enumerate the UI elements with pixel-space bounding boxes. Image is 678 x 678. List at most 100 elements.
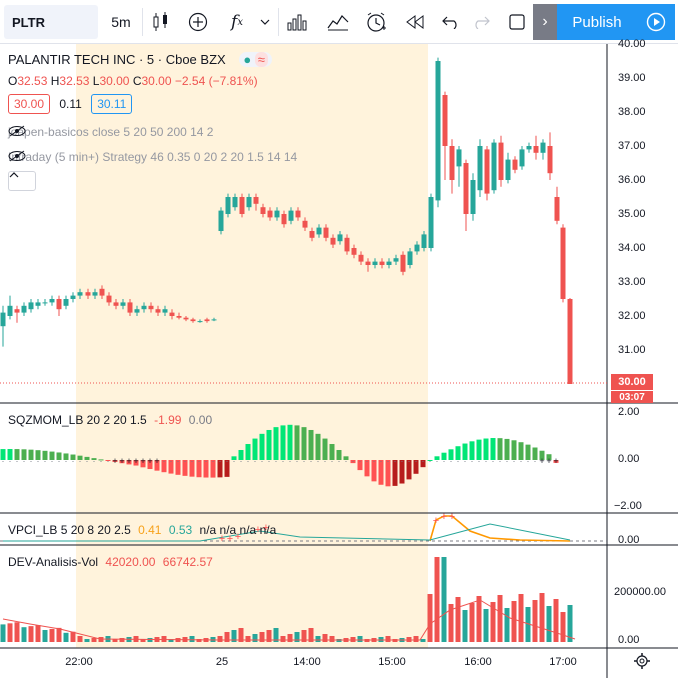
momentum-bar	[448, 449, 454, 460]
play-icon[interactable]	[637, 4, 675, 40]
market-status-icon: ●	[243, 52, 252, 67]
squeeze-dot: ·	[359, 456, 362, 466]
squeeze-dot: ·	[51, 456, 54, 466]
momentum-bar	[56, 452, 62, 460]
volume-bar	[140, 639, 146, 642]
momentum-bar	[77, 455, 83, 460]
momentum-bar	[504, 438, 510, 460]
momentum-bar	[154, 460, 160, 471]
candle-body	[491, 142, 497, 191]
squeeze-dot: +	[154, 456, 159, 466]
candle-body	[260, 207, 266, 214]
volume-average-line	[2, 599, 576, 641]
candles-icon[interactable]	[148, 5, 174, 39]
squeeze-dot: ·	[191, 456, 194, 466]
momentum-bar	[434, 456, 440, 460]
time-label: 16:00	[464, 656, 492, 668]
squeeze-dot: ·	[457, 456, 460, 466]
compare-icon[interactable]	[324, 5, 352, 39]
price-axis-label: 36.00	[618, 174, 646, 186]
volume-bar	[476, 596, 482, 642]
squeeze-dot: +	[126, 456, 131, 466]
time-label: 17:00	[549, 656, 577, 668]
candle-body	[337, 234, 343, 242]
squeeze-dot: ·	[478, 456, 481, 466]
momentum-bar	[84, 456, 90, 460]
chevron-down-icon[interactable]	[256, 5, 274, 39]
sqz-label: SQZMOM_LB 20 2 20 1.5	[8, 413, 147, 427]
legend-status-badge[interactable]: ● ≈	[239, 52, 272, 67]
dev-legend[interactable]: DEV-Analisis-Vol 42020.00 66742.57	[8, 555, 213, 569]
vpci-marker: +	[441, 511, 447, 523]
squeeze-dot: +	[553, 456, 558, 466]
chart-area[interactable]: · · · · · · · · · · · · · · · · + + + + + + + · · · · · · · · · · · · · · · · ·…	[0, 38, 678, 678]
sqz-legend[interactable]: SQZMOM_LB 20 2 20 1.5 -1.99 0.00	[8, 413, 212, 427]
momentum-bar	[406, 460, 412, 480]
indicator-legend-2[interactable]: Intraday (5 min+) Strategy 46 0.35 0 20 …	[8, 150, 303, 164]
squeeze-dot: ·	[422, 456, 425, 466]
squeeze-dot: ·	[401, 456, 404, 466]
squeeze-dot: ·	[296, 456, 299, 466]
more-arrow-icon[interactable]: ›	[533, 4, 557, 40]
volume-bar	[147, 638, 153, 642]
redo-icon[interactable]	[468, 5, 494, 39]
fullscreen-icon[interactable]	[504, 5, 530, 39]
vpci-legend[interactable]: VPCI_LB 5 20 8 20 2.5 0.41 0.53 n/a n/a …	[8, 523, 276, 537]
squeeze-dot: ·	[93, 456, 96, 466]
candle-body	[302, 220, 308, 228]
undo-icon[interactable]	[438, 5, 464, 39]
squeeze-dot: ·	[247, 456, 250, 466]
candle-body	[567, 299, 573, 384]
momentum-bar	[455, 446, 461, 460]
session-highlight	[76, 44, 428, 648]
candle-body	[190, 319, 196, 322]
momentum-bar	[399, 460, 405, 484]
vpci-marker: +	[235, 531, 241, 543]
replay-icon[interactable]	[402, 5, 428, 39]
publish-button[interactable]: Publish	[557, 4, 637, 40]
candle-body	[211, 319, 217, 321]
price-axis-label: 38.00	[618, 106, 646, 118]
volume-bar	[70, 631, 76, 642]
candle-body	[232, 197, 238, 208]
squeeze-dot: ·	[254, 456, 257, 466]
vpci-signal-line	[3, 523, 571, 542]
candle-body	[183, 317, 189, 320]
candle-body	[421, 234, 427, 248]
price-axis-label: 32.00	[618, 310, 646, 322]
vpci-line	[429, 515, 571, 542]
squeeze-dot: ·	[366, 456, 369, 466]
collapse-legend-button[interactable]	[8, 171, 36, 191]
candle-body	[120, 302, 126, 306]
alert-clock-icon[interactable]	[362, 5, 390, 39]
volume-bar	[546, 606, 552, 642]
bar-chart-icon[interactable]	[284, 5, 310, 39]
price-axis-label: 34.00	[618, 242, 646, 254]
volume-bar	[287, 634, 293, 642]
chart-canvas[interactable]: · · · · · · · · · · · · · · · · + + + + + + + · · · · · · · · · · · · · · · · ·…	[0, 44, 678, 678]
squeeze-dot: ·	[499, 456, 502, 466]
sqz-axis-bottom: −2.00	[614, 500, 642, 512]
vpci-marker: +	[219, 533, 225, 545]
momentum-bar	[42, 450, 48, 460]
candle-body	[127, 302, 133, 313]
momentum-bar	[140, 460, 146, 468]
squeeze-dot: ·	[506, 456, 509, 466]
dev-axis-bottom: 0.00	[618, 634, 640, 646]
candle-body	[400, 254, 406, 272]
add-indicator-icon[interactable]	[184, 5, 212, 39]
candle-body	[463, 163, 469, 214]
volume-bar	[469, 603, 475, 642]
volume-bar	[315, 636, 321, 642]
squeeze-dot: ·	[184, 456, 187, 466]
squeeze-dot: ·	[429, 456, 432, 466]
squeeze-dot: ·	[394, 456, 397, 466]
data-status-icon: ≈	[254, 52, 268, 67]
indicator-1-label: joapen-basicos close 5 20 50 200 14 2	[8, 125, 214, 139]
squeeze-dot: ·	[79, 456, 82, 466]
interval-button[interactable]: 5m	[111, 14, 131, 30]
indicator-legend-1[interactable]: joapen-basicos close 5 20 50 200 14 2	[8, 125, 219, 139]
momentum-bar	[105, 460, 111, 461]
symbol-search-button[interactable]: PLTR	[4, 5, 98, 39]
